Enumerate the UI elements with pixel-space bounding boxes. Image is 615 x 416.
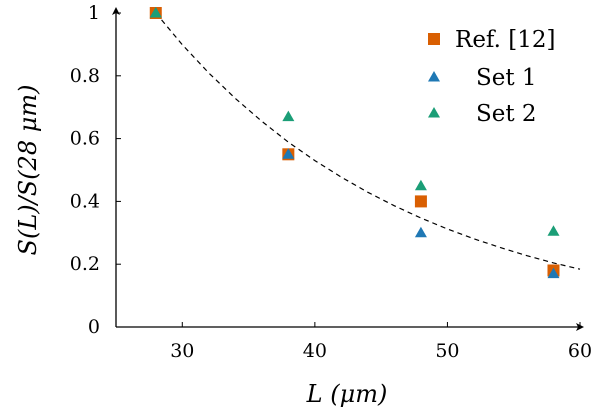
x-tick-label: 30 [170, 340, 194, 362]
legend-marker-1 [428, 33, 440, 45]
legend: Ref. [12] Set 1 Set 2 [428, 27, 555, 127]
y-tick-label: 0.2 [70, 253, 100, 275]
fit-curve-group [155, 12, 581, 270]
legend-label-1: Ref. [12] [455, 27, 555, 53]
legend-marker-2 [428, 71, 440, 82]
axes: 30 40 50 60 0 0.2 0.4 0.6 0.8 1 [70, 2, 592, 362]
y-tick-label: 0.6 [70, 128, 100, 150]
series-3-point [149, 7, 162, 18]
series-3-point [414, 179, 427, 191]
x-tick-label: 40 [303, 340, 327, 362]
y-axis-label: S(L)/S(28 μm) [14, 85, 42, 256]
series-2-point [282, 148, 295, 159]
legend-label-2: Set 1 [476, 65, 537, 91]
legend-label-3: Set 2 [476, 101, 537, 127]
series-2-point [414, 226, 427, 238]
y-tick-label: 0.4 [70, 190, 100, 212]
x-tick-label: 50 [435, 340, 459, 362]
series-2-point [547, 267, 560, 279]
series-3-point [282, 110, 295, 122]
y-tick-label: 0.8 [70, 65, 100, 87]
x-tick-label: 60 [568, 340, 592, 362]
x-axis-label: L (μm) [306, 380, 388, 408]
series-1-point [414, 195, 427, 208]
y-tick-label: 0 [88, 316, 100, 338]
series-3-point [547, 225, 560, 236]
data-points [149, 7, 560, 279]
fit-curve [155, 12, 581, 270]
y-tick-label: 1 [88, 2, 100, 24]
legend-marker-3 [428, 107, 440, 118]
